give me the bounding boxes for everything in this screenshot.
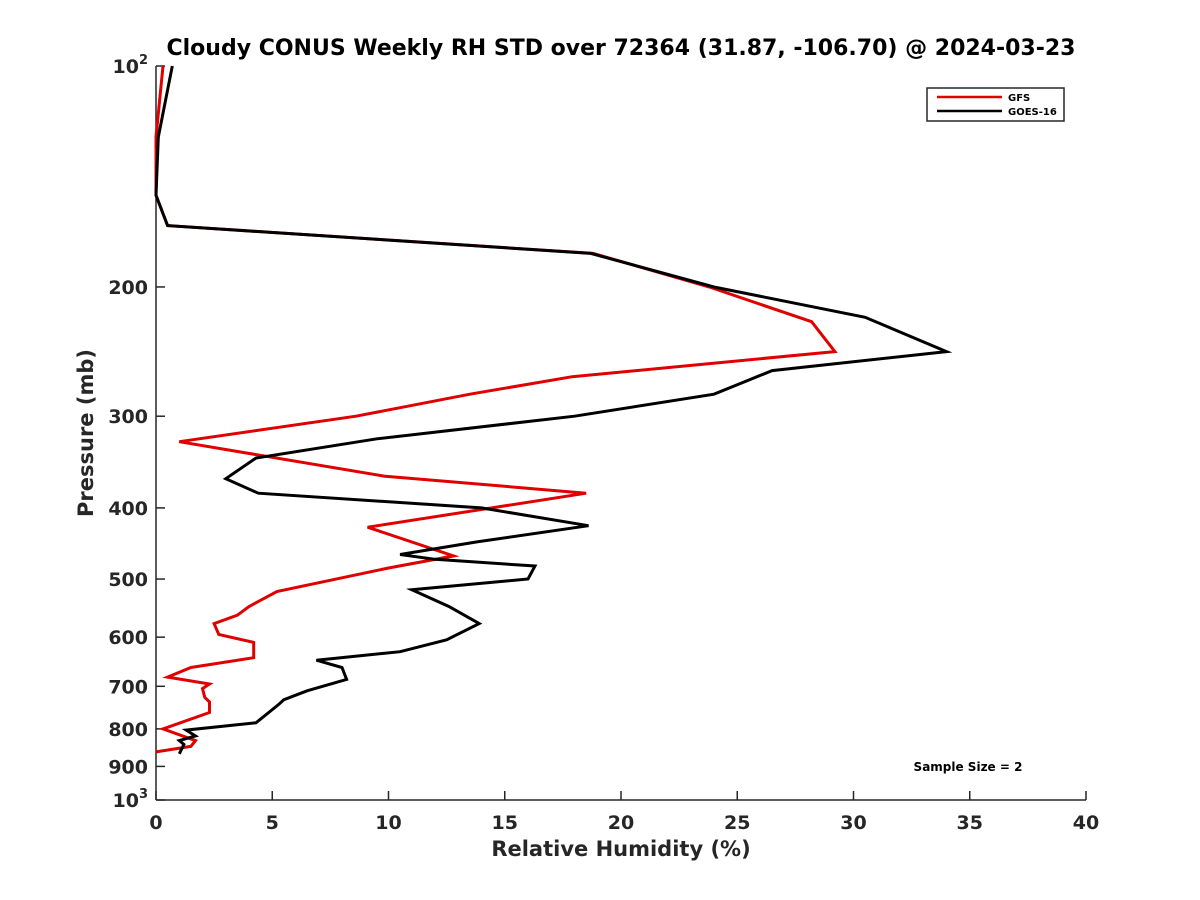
x-tick-label: 0	[149, 812, 162, 834]
y-tick-label: 102	[113, 53, 149, 78]
y-tick-label: 500	[108, 569, 148, 591]
legend: GFS GOES-16	[926, 87, 1065, 122]
y-tick-label: 200	[108, 277, 148, 299]
x-tick-label: 15	[492, 812, 518, 834]
legend-label: GOES-16	[1008, 107, 1057, 118]
legend-label: GFS	[1008, 93, 1030, 104]
x-tick-label: 10	[375, 812, 401, 834]
y-axis-label: Pressure (mb)	[74, 349, 98, 517]
x-tick-label: 20	[608, 812, 634, 834]
series-line-goes-16	[154, 65, 953, 755]
x-tick-label: 25	[724, 812, 750, 834]
y-tick-label: 600	[108, 627, 148, 649]
y-tick-label: 800	[108, 719, 148, 741]
y-tick-label: 900	[108, 756, 148, 778]
x-tick-label: 30	[840, 812, 866, 834]
y-tick-label: 300	[108, 406, 148, 428]
x-tick-label: 5	[266, 812, 279, 834]
y-tick-label: 400	[108, 498, 148, 520]
x-tick-label: 35	[957, 812, 983, 834]
y-axis: 102 200 300 400 500 600 700 800 900 103	[108, 53, 165, 812]
series-layer	[154, 65, 953, 755]
y-tick-label: 103	[113, 787, 149, 812]
plot-area	[155, 66, 1086, 801]
x-axis: 0 5 10 15 20 25 30 35 40	[149, 791, 1099, 834]
series-line-gfs	[154, 65, 838, 754]
x-tick-label: 40	[1073, 812, 1099, 834]
x-axis-label: Relative Humidity (%)	[491, 837, 750, 861]
legend-box	[926, 87, 1065, 122]
chart-title: Cloudy CONUS Weekly RH STD over 72364 (3…	[167, 36, 1076, 61]
sample-size-annotation: Sample Size = 2	[914, 760, 1023, 774]
y-tick-label: 700	[108, 676, 148, 698]
